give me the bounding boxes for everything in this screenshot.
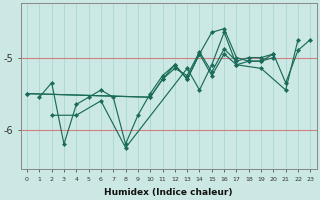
X-axis label: Humidex (Indice chaleur): Humidex (Indice chaleur) — [104, 188, 233, 197]
